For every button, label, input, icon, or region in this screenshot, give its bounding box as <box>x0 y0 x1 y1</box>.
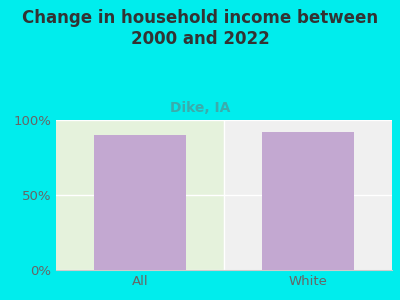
Bar <box>94 135 186 270</box>
Text: Change in household income between
2000 and 2022: Change in household income between 2000 … <box>22 9 378 48</box>
Text: Dike, IA: Dike, IA <box>170 100 230 115</box>
Bar <box>262 132 354 270</box>
Bar <box>224 112 400 270</box>
